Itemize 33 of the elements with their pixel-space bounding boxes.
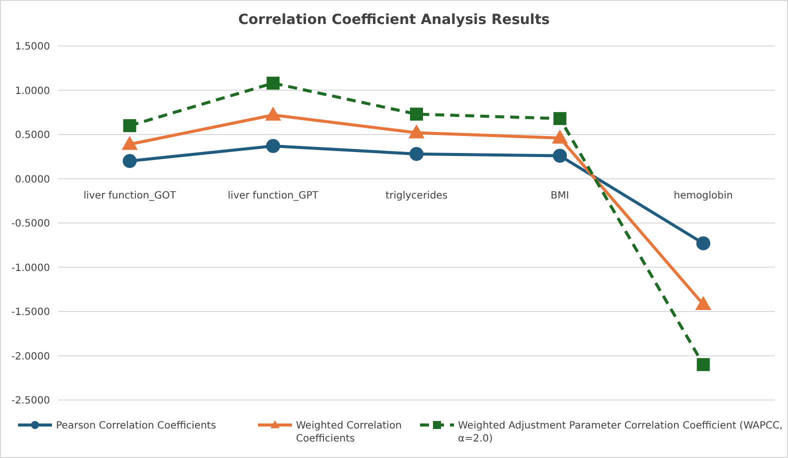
point (696, 236, 710, 250)
chart-title: Correlation Coefficient Analysis Results (238, 12, 550, 28)
point (266, 76, 280, 90)
legend-label: Pearson Correlation Coefficients (56, 420, 216, 432)
point (410, 146, 424, 161)
y-tick-label: 1.0000 (15, 86, 50, 97)
point (553, 112, 566, 126)
x-tick-label: liver function_GPT (228, 190, 320, 202)
y-tick-label: -1.0000 (11, 262, 50, 274)
point (265, 106, 282, 121)
x-tick-label: BMI (550, 190, 570, 202)
point (552, 130, 568, 144)
legend-label: Weighted Correlation Coefficients (296, 420, 402, 444)
point (696, 358, 710, 372)
x-tick-label: triglycerides (385, 190, 448, 202)
point (410, 108, 423, 121)
point (408, 124, 425, 138)
x-tick-label: liver function_GOT (83, 190, 177, 202)
point (122, 154, 137, 168)
x-tick-label: hemoglobin (674, 190, 733, 202)
point (123, 119, 136, 132)
y-tick-label: 1.5000 (15, 42, 50, 52)
y-tick-label: 0.5000 (15, 130, 50, 141)
y-tick-label: -2.5000 (11, 396, 50, 406)
y-tick-label: 0.0000 (15, 174, 50, 186)
point (695, 296, 712, 310)
legend-label: Weighted Adjustment Parameter Correlation Coefficient (WAPCC, α=2.0) (458, 420, 783, 444)
y-tick-label: -1.5000 (11, 307, 50, 318)
y-tick-label: -2.0000 (11, 351, 50, 362)
point (122, 136, 138, 150)
point (266, 139, 280, 154)
y-tick-label: -0.5000 (11, 218, 50, 230)
point (552, 148, 567, 163)
